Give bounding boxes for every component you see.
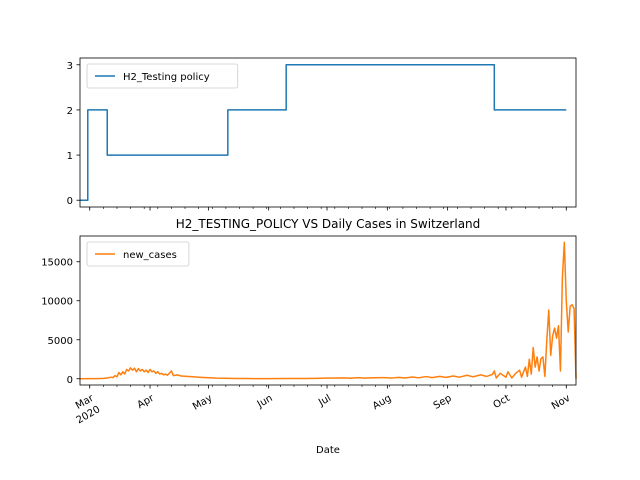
legend-label: H2_Testing policy	[123, 72, 210, 83]
x-tick-label: May	[191, 393, 214, 413]
legend: new_cases	[86, 241, 190, 267]
y-tick-label: 1	[67, 151, 73, 162]
x-tick-label: Mar2020	[68, 392, 103, 426]
x-axis-label: Date	[316, 445, 340, 456]
legend-box	[86, 241, 190, 267]
series-line-h2-testing-policy	[80, 64, 567, 201]
y-tick-label: 0	[67, 196, 73, 207]
x-tick-label: Nov	[550, 393, 572, 412]
x-tick-label: Apr	[136, 392, 157, 411]
bottom-panel-cases: 0 5000 10000 15000 Mar2020 Apr May Jun Jul Aug Sep…	[41, 217, 577, 456]
y-tick-label: 10000	[41, 297, 73, 308]
x-tick-label: Oct	[491, 393, 512, 411]
legend-label: new_cases	[123, 250, 177, 261]
y-tick-label: 5000	[48, 336, 73, 347]
y-tick-label: 3	[67, 61, 73, 72]
series-line-new-cases	[79, 241, 577, 380]
legend-box	[86, 63, 239, 89]
y-tick-label: 0	[67, 375, 73, 386]
y-tick-label: 15000	[41, 258, 73, 269]
x-tick-label: Jul	[316, 393, 333, 409]
y-tick-label: 2	[67, 106, 73, 117]
x-tick-label: Aug	[371, 393, 393, 412]
x-tick-label: Jun	[255, 393, 275, 411]
chart-title: H2_TESTING_POLICY VS Daily Cases in Swit…	[176, 217, 481, 231]
x-tick-label: Sep	[432, 393, 454, 412]
axes-frame	[79, 235, 577, 386]
top-panel-policy: 0 1 2 3 H2_Testing policy	[67, 57, 577, 211]
legend: H2_Testing policy	[86, 63, 239, 89]
axes-frame	[79, 57, 577, 208]
